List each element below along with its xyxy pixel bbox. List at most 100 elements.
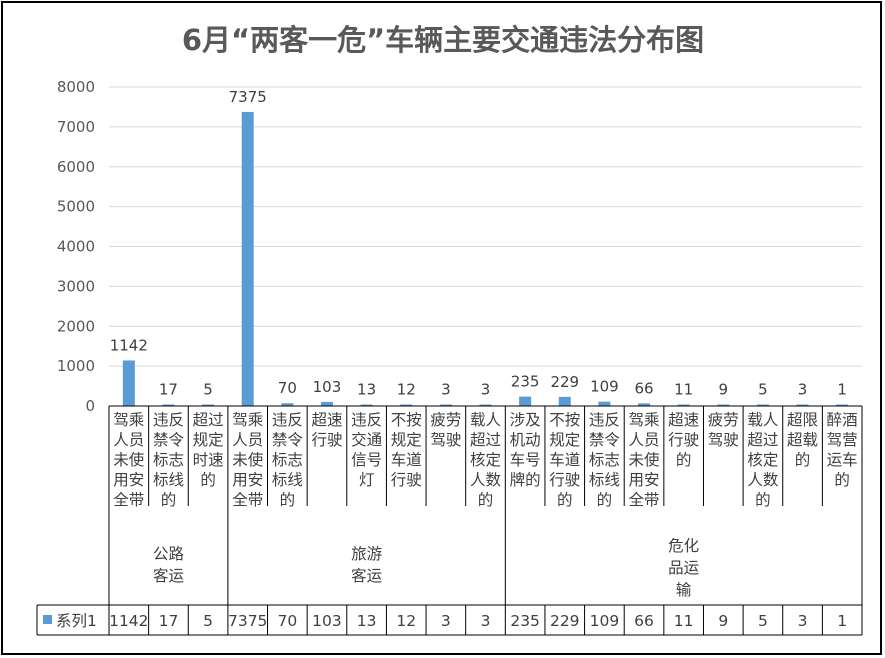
category-label: 未使	[629, 451, 661, 469]
group-label: 输	[676, 581, 692, 599]
category-label: 标线	[272, 471, 303, 489]
bar	[598, 401, 611, 406]
data-label: 1142	[110, 336, 148, 354]
category-label: 行驶	[311, 431, 342, 449]
category-label: 人员	[629, 431, 660, 449]
category-label: 不按	[391, 411, 422, 429]
bar	[836, 404, 849, 406]
group-label: 品运	[668, 559, 699, 577]
category-label: 行驶	[668, 431, 699, 449]
category-label: 超速	[668, 411, 699, 429]
category-label: 超过	[470, 431, 501, 449]
category-label: 的	[597, 491, 613, 509]
category-label: 未使	[232, 451, 264, 469]
bar	[677, 404, 690, 406]
data-label: 1	[837, 381, 847, 399]
data-label: 5	[203, 381, 213, 399]
bar	[241, 111, 254, 406]
table-cell-value: 13	[357, 612, 377, 630]
category-label: 醉酒	[827, 411, 858, 429]
legend-series-name: 系列1	[56, 612, 97, 630]
category-label: 人员	[232, 431, 263, 449]
category-label: 的	[676, 451, 692, 469]
data-label: 11	[674, 381, 693, 399]
category-label: 机动	[510, 431, 541, 449]
category-label: 的	[557, 491, 573, 509]
category-label: 人数	[470, 471, 502, 489]
category-label: 的	[834, 471, 850, 489]
category-label: 标志	[153, 451, 184, 469]
table-cell-value: 7375	[228, 612, 267, 630]
table-cell-value: 17	[159, 612, 179, 630]
data-label: 5	[758, 381, 768, 399]
category-label: 核定	[747, 451, 778, 469]
table-cell-value: 109	[590, 612, 620, 630]
category-label: 全带	[629, 491, 660, 509]
table-cell-value: 9	[718, 612, 728, 630]
category-label: 运车	[827, 451, 858, 469]
table-cell-value: 11	[674, 612, 694, 630]
data-label: 17	[159, 381, 178, 399]
data-label: 109	[590, 378, 619, 396]
category-label: 用安	[113, 471, 144, 489]
bar	[202, 404, 215, 406]
category-label: 超载	[787, 431, 818, 449]
y-tick-label: 1000	[57, 357, 95, 375]
category-label: 驾营	[827, 431, 858, 449]
bar	[320, 401, 333, 406]
category-label: 行驶	[549, 471, 580, 489]
category-label: 超过	[747, 431, 778, 449]
category-label: 载人	[470, 411, 501, 429]
table-cell-value: 66	[634, 612, 654, 630]
category-label: 规定	[391, 431, 422, 449]
table-cell-value: 103	[312, 612, 342, 630]
category-label: 的	[200, 471, 216, 489]
category-label: 用安	[629, 471, 660, 489]
group-label: 旅游	[351, 545, 382, 563]
category-label: 疲劳	[430, 411, 461, 429]
category-label: 违反	[351, 411, 382, 429]
category-label: 标线	[589, 471, 620, 489]
category-label: 超速	[311, 411, 342, 429]
category-label: 灯	[359, 471, 375, 489]
category-label: 载人	[747, 411, 778, 429]
category-label: 涉及	[510, 411, 541, 429]
category-label: 的	[478, 491, 494, 509]
table-cell-value: 3	[441, 612, 451, 630]
bar	[400, 404, 413, 406]
data-label: 103	[313, 378, 342, 396]
y-tick-label: 0	[85, 397, 95, 415]
bar	[122, 360, 135, 406]
category-label: 的	[280, 491, 296, 509]
data-label: 13	[357, 381, 376, 399]
group-label: 客运	[153, 567, 184, 585]
bar	[796, 404, 809, 406]
data-label: 7375	[229, 88, 267, 106]
data-label: 9	[719, 381, 729, 399]
data-label: 3	[798, 381, 808, 399]
category-label: 时速	[193, 451, 224, 469]
category-label: 的	[795, 451, 811, 469]
category-label: 禁令	[153, 431, 185, 449]
category-label: 交通	[351, 431, 383, 449]
y-tick-label: 7000	[57, 118, 95, 136]
bar-chart: 6月“两客一危”车辆主要交通违法分布图 0 1000 2000 3000 4000 500…	[36, 23, 863, 636]
category-label: 规定	[193, 431, 224, 449]
y-tick-label: 2000	[57, 317, 95, 335]
category-label: 驾乘	[113, 411, 144, 429]
y-tick-label: 8000	[57, 78, 95, 96]
group-label: 公路	[153, 545, 185, 563]
bar	[558, 396, 571, 406]
data-label: 3	[441, 381, 451, 399]
category-label: 标线	[153, 471, 184, 489]
category-label: 不按	[549, 411, 580, 429]
category-label: 行驶	[391, 471, 422, 489]
table-cell-value: 5	[758, 612, 768, 630]
data-label: 229	[550, 373, 579, 391]
bar	[479, 404, 492, 406]
table-cell-value: 3	[481, 612, 491, 630]
data-label: 235	[511, 373, 540, 391]
table-cell-value: 70	[277, 612, 297, 630]
category-label: 人数	[747, 471, 779, 489]
